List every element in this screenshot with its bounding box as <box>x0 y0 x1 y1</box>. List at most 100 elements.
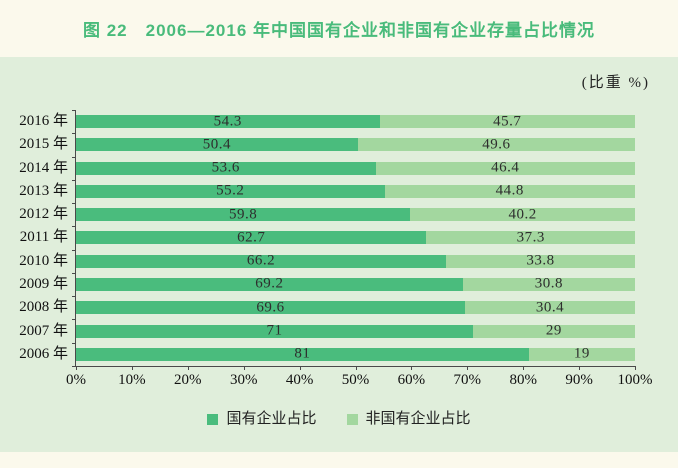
bar-row: 2007 年 71 29 <box>19 319 635 342</box>
bar-track: 59.8 40.2 <box>76 206 635 223</box>
bar-segment-soe: 55.2 <box>76 182 385 199</box>
chart-panel: (比重 %) 2016 年 54.3 45.7 2015 年 50.4 49.6 2014 … <box>0 57 678 452</box>
x-axis-tick <box>76 366 77 370</box>
bar-value-label: 37.3 <box>516 229 545 246</box>
bar-row: 2008 年 69.6 30.4 <box>19 296 635 319</box>
bar-value-label: 30.8 <box>534 275 564 292</box>
bar-value-label: 46.4 <box>491 159 520 176</box>
bar-segment-non-soe: 30.8 <box>462 275 635 292</box>
legend-item: 国有企业占比 <box>207 411 317 427</box>
year-label: 2011 年 <box>19 229 68 246</box>
bar-track: 69.2 30.8 <box>76 275 635 292</box>
x-axis-tick <box>635 366 636 370</box>
x-axis-tick <box>579 366 581 370</box>
bar-row: 2013 年 55.2 44.8 <box>19 180 635 203</box>
x-axis-tick <box>467 366 469 370</box>
year-label: 2006 年 <box>19 345 68 362</box>
bar-value-label: 71 <box>266 322 283 339</box>
x-axis-tick <box>187 366 189 370</box>
bar-segment-soe: 81 <box>76 345 529 362</box>
bar-segment-soe: 62.7 <box>76 229 427 246</box>
chart-title: 图 22 2006—2016 年中国国有企业和非国有企业存量占比情况 <box>83 21 595 40</box>
y-axis-tick <box>72 203 76 205</box>
bar-track: 53.6 46.4 <box>76 159 635 176</box>
bar-value-label: 40.2 <box>508 206 537 223</box>
bar-value-label: 62.7 <box>237 229 266 246</box>
bar-value-label: 44.8 <box>495 182 524 199</box>
bar-segment-non-soe: 37.3 <box>426 229 635 246</box>
x-axis-label: 30% <box>229 372 258 388</box>
x-axis-tick <box>523 366 525 370</box>
bar-segment-non-soe: 29 <box>472 322 635 339</box>
y-axis-tick <box>72 226 76 228</box>
bar-row: 2012 年 59.8 40.2 <box>19 203 635 226</box>
year-label: 2012 年 <box>19 206 68 223</box>
year-label: 2014 年 <box>19 159 68 176</box>
year-label: 2010 年 <box>19 252 68 269</box>
y-axis-tick <box>72 110 76 111</box>
x-axis-tick <box>131 366 133 370</box>
bar-value-label: 45.7 <box>493 113 522 130</box>
bar-value-label: 81 <box>294 345 311 362</box>
bar-segment-soe: 69.2 <box>76 275 463 292</box>
bar-track: 54.3 45.7 <box>76 113 635 130</box>
unit-label: (比重 %) <box>581 75 650 91</box>
bar-value-label: 50.4 <box>202 136 231 153</box>
legend-label: 非国有企业占比 <box>365 411 471 427</box>
bar-rows: 2016 年 54.3 45.7 2015 年 50.4 49.6 2014 年 53.6 46… <box>19 110 635 366</box>
x-axis-label: 40% <box>285 372 314 388</box>
x-axis-label: 100% <box>617 372 653 388</box>
x-axis-label: 20% <box>174 372 202 388</box>
bar-segment-soe: 69.6 <box>76 300 466 315</box>
bar-value-label: 55.2 <box>216 182 245 199</box>
bar-value-label: 69.2 <box>255 275 284 292</box>
bar-row: 2009 年 69.2 30.8 <box>19 273 635 296</box>
bar-value-label: 53.6 <box>211 159 240 176</box>
bar-row: 2010 年 66.2 33.8 <box>19 250 635 273</box>
bar-value-label: 54.3 <box>213 113 242 130</box>
bar-track: 50.4 49.6 <box>76 136 635 153</box>
legend: 国有企业占比 非国有企业占比 <box>0 412 678 427</box>
x-axis-tick <box>411 366 413 370</box>
y-axis-tick <box>72 249 76 251</box>
bar-row: 2015 年 50.4 49.6 <box>19 133 635 156</box>
plot-area: 2016 年 54.3 45.7 2015 年 50.4 49.6 2014 年 53.6 46… <box>19 110 653 388</box>
bar-segment-non-soe: 44.8 <box>384 182 635 199</box>
bar-track: 71 29 <box>76 322 635 339</box>
legend-item: 非国有企业占比 <box>346 411 471 427</box>
y-axis-tick <box>72 156 76 158</box>
x-axis-label: 0% <box>66 372 86 388</box>
bar-segment-soe: 50.4 <box>76 136 358 153</box>
x-axis-label: 50% <box>341 372 370 388</box>
bar-segment-soe: 66.2 <box>76 253 447 268</box>
x-axis-label: 70% <box>453 372 482 388</box>
bar-segment-non-soe: 49.6 <box>357 136 635 153</box>
bar-value-label: 49.6 <box>482 136 511 153</box>
bar-segment-non-soe: 30.4 <box>465 300 635 315</box>
bar-segment-non-soe: 45.7 <box>379 113 635 130</box>
y-axis-tick <box>72 179 76 181</box>
year-label: 2009 年 <box>19 275 68 292</box>
bar-value-label: 29 <box>545 322 562 339</box>
legend-label: 国有企业占比 <box>226 411 317 427</box>
x-axis-tick <box>355 366 357 370</box>
x-axis-label: 10% <box>118 372 146 388</box>
bar-track: 69.6 30.4 <box>76 300 635 315</box>
bar-row: 2014 年 53.6 46.4 <box>19 157 635 180</box>
year-label: 2007 年 <box>19 322 68 339</box>
y-axis-tick <box>72 319 76 321</box>
bar-value-label: 33.8 <box>526 252 555 269</box>
bar-value-label: 59.8 <box>229 206 258 223</box>
legend-swatch-icon <box>346 414 358 425</box>
year-label: 2015 年 <box>19 136 68 153</box>
bar-segment-soe: 59.8 <box>76 206 411 223</box>
legend-swatch-icon <box>207 414 219 425</box>
year-label: 2016 年 <box>19 113 68 130</box>
y-axis-tick <box>72 133 76 135</box>
bar-track: 62.7 37.3 <box>76 229 635 246</box>
bar-row: 2011 年 62.7 37.3 <box>20 226 635 249</box>
bar-track: 81 19 <box>76 345 635 362</box>
bar-segment-non-soe: 40.2 <box>410 206 635 223</box>
x-axis-tick <box>299 366 301 370</box>
bar-track: 66.2 33.8 <box>76 252 635 269</box>
